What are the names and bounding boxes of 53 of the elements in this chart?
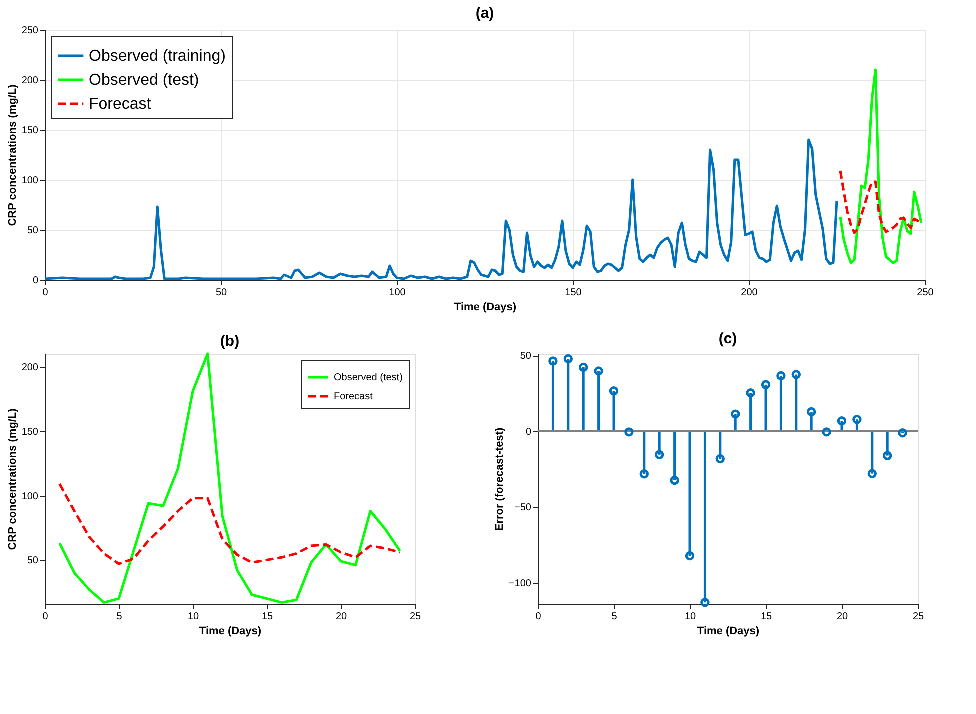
line-series (58, 352, 402, 604)
point (624, 428, 634, 437)
line-series (58, 482, 402, 566)
chart-title: (a) (476, 5, 494, 22)
line-series (839, 68, 923, 264)
y-axis-title: Error (forecast-test) (494, 428, 506, 532)
legend-label: Forecast (89, 96, 152, 113)
y-tick-label: 100 (22, 491, 39, 502)
x-tick-label: 25 (912, 612, 924, 622)
y-tick-label: 50 (520, 351, 532, 362)
y-tick-label: 150 (22, 126, 39, 136)
x-tick-label: 10 (684, 612, 696, 622)
x-tick-label: 20 (836, 612, 848, 622)
x-tick-label: 5 (116, 612, 123, 622)
chart-title: (b) (220, 332, 240, 350)
y-tick-label: −50 (514, 502, 532, 514)
x-tick-label: 0 (536, 612, 542, 622)
legend-label: Forecast (334, 392, 374, 402)
legend-label: Observed (test) (334, 372, 403, 384)
y-axis-title: CRP concentrations (mg/L) (6, 408, 19, 550)
y-tick-label: 200 (22, 76, 39, 86)
x-tick-label: 15 (760, 612, 772, 622)
x-tick-label: 0 (42, 612, 49, 622)
x-tick-label: 250 (917, 288, 934, 298)
y-tick-label: −100 (508, 578, 532, 590)
x-tick-label: 10 (188, 612, 200, 622)
x-tick-label: 200 (741, 288, 758, 298)
x-axis-title: Time (Days) (454, 302, 517, 314)
x-axis-title: Time (Days) (697, 626, 760, 638)
y-tick-label: 0 (32, 276, 39, 286)
chart-title: (c) (718, 330, 738, 348)
x-tick-label: 150 (565, 288, 582, 298)
point (898, 428, 908, 438)
x-tick-label: 50 (216, 288, 228, 298)
y-tick-label: 0 (526, 426, 532, 438)
x-tick-label: 100 (389, 288, 406, 298)
x-tick-label: 5 (612, 612, 618, 622)
x-axis-title: Time (Days) (199, 626, 262, 638)
legend-label: Observed (test) (89, 72, 200, 89)
x-tick-label: 25 (410, 612, 422, 622)
y-tick-label: 150 (22, 426, 39, 438)
y-tick-label: 50 (27, 556, 39, 567)
y-axis-title: CRP concentrations (mg/L) (6, 84, 19, 226)
y-tick-label: 50 (27, 226, 39, 236)
line-series (44, 138, 838, 280)
x-tick-label: 0 (42, 288, 49, 298)
legend-label: Observed (training) (89, 48, 226, 65)
y-tick-label: 250 (22, 26, 39, 36)
x-tick-label: 20 (336, 612, 348, 622)
y-tick-label: 200 (22, 362, 39, 374)
x-tick-label: 15 (262, 612, 274, 622)
point (822, 428, 832, 437)
y-tick-label: 100 (22, 176, 39, 186)
